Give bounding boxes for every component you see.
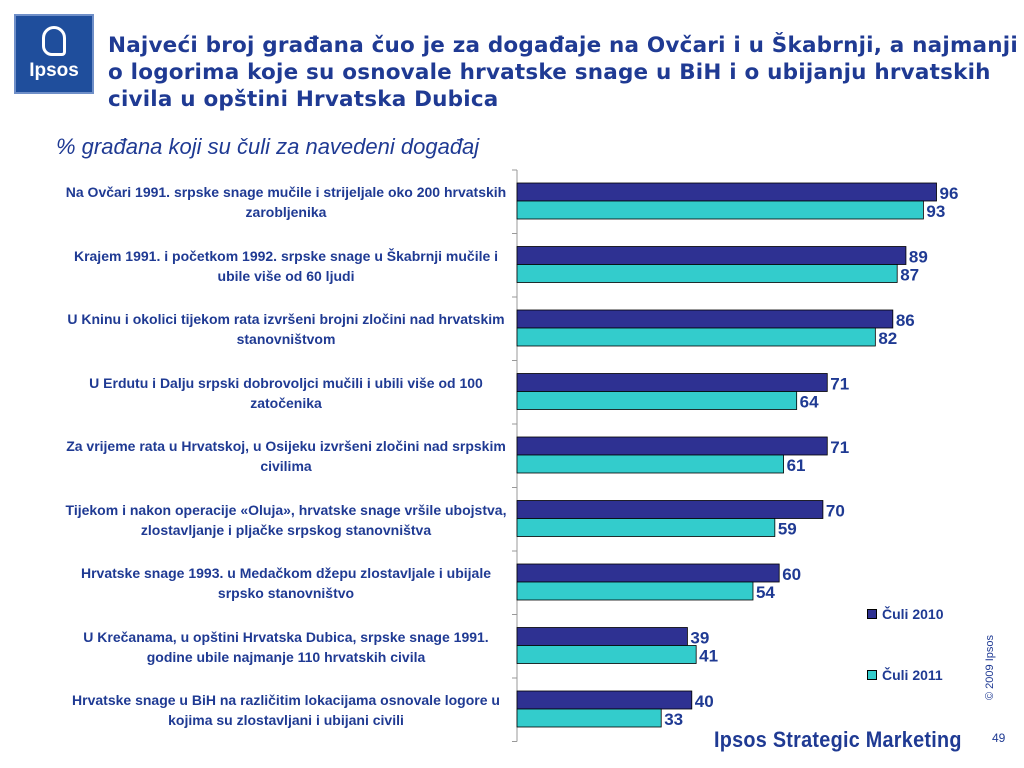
- bar-2011: [516, 518, 776, 537]
- legend-item-2011: Čuli 2011: [867, 667, 943, 683]
- data-label-2011: 59: [778, 520, 797, 539]
- chart-subtitle: % građana koji su čuli za navedeni događ…: [56, 134, 480, 159]
- data-label-2011: 87: [900, 266, 919, 285]
- bar-2011: [516, 645, 697, 664]
- bar-2011: [516, 391, 798, 410]
- category-label: U Erdutu i Dalju srpski dobrovoljci muči…: [89, 374, 483, 411]
- data-label-2011: 54: [756, 583, 775, 602]
- bar-2010: [516, 182, 937, 202]
- bar-2011: [516, 327, 876, 347]
- bar-2010: [516, 309, 894, 329]
- bar-2010: [516, 563, 780, 583]
- data-label-2011: 41: [699, 647, 718, 666]
- ipsos-logo: Ipsos: [14, 14, 94, 94]
- bar-2011: [516, 200, 924, 220]
- bar-2010: [516, 690, 693, 710]
- data-label-2010: 89: [909, 248, 928, 267]
- category-label: Hrvatske snage 1993. u Medačkom džepu zl…: [80, 565, 492, 601]
- data-label-2010: 70: [826, 502, 845, 521]
- bar-2010: [516, 436, 828, 456]
- logo-figure-icon: [42, 26, 66, 56]
- logo-text: Ipsos: [29, 60, 79, 81]
- bar-2011: [516, 454, 784, 474]
- bar-2010: [516, 373, 828, 392]
- data-label-2011: 61: [787, 456, 806, 475]
- legend-label-2011: Čuli 2011: [882, 667, 943, 683]
- bar-2010: [516, 246, 907, 265]
- data-label-2010: 96: [940, 184, 959, 203]
- legend-label-2010: Čuli 2010: [882, 606, 944, 622]
- data-label-2011: 33: [664, 710, 683, 729]
- bar-2010: [516, 500, 824, 519]
- data-label-2011: 82: [878, 329, 897, 348]
- data-label-2010: 71: [830, 375, 849, 394]
- legend-item-2010: Čuli 2010: [867, 606, 943, 622]
- category-label: Tijekom i nakon operacije «Oluja», hrvat…: [65, 501, 507, 538]
- category-label: Na Ovčari 1991. srpske snage mučile i st…: [65, 184, 507, 220]
- footer-brand: Ipsos Strategic Marketing: [714, 727, 962, 752]
- data-label-2011: 64: [800, 393, 819, 412]
- category-label: U Kninu i okolici tijekom rata izvršeni …: [67, 311, 505, 347]
- legend-swatch-2010: [867, 609, 877, 619]
- page-number: 49: [992, 731, 1006, 745]
- category-label: Za vrijeme rata u Hrvatskoj, u Osijeku i…: [66, 438, 506, 474]
- category-label: Krajem 1991. i početkom 1992. srpske sna…: [73, 247, 499, 284]
- bar-2010: [516, 627, 688, 646]
- data-label-2010: 60: [782, 565, 801, 584]
- bar-2011: [516, 708, 662, 728]
- category-label: Hrvatske snage u BiH na različitim lokac…: [72, 692, 500, 728]
- category-label: U Krečanama, u opštini Hrvatska Dubica, …: [83, 628, 489, 665]
- data-label-2010: 86: [896, 311, 915, 330]
- copyright-note: © 2009 Ipsos: [984, 635, 996, 700]
- data-label-2011: 93: [926, 202, 945, 221]
- data-label-2010: 40: [695, 692, 714, 711]
- data-label-2010: 39: [690, 629, 709, 648]
- legend-swatch-2011: [867, 670, 877, 680]
- bar-2011: [516, 581, 754, 601]
- data-label-2010: 71: [830, 438, 849, 457]
- bar-2011: [516, 264, 898, 283]
- page-title: Najveći broj građana čuo je za događaje …: [108, 33, 1018, 112]
